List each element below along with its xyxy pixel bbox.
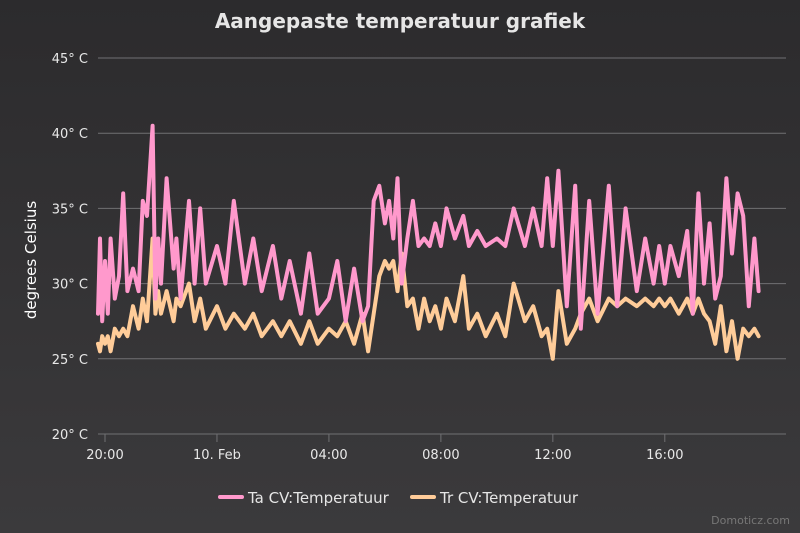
credit-link[interactable]: Domoticz.com (711, 514, 790, 527)
legend-item-tr[interactable]: Tr CV:Temperatuur (410, 489, 579, 507)
legend-label: Ta CV:Temperatuur (247, 489, 390, 507)
y-tick-label: 45° C (52, 52, 88, 67)
x-tick-label: 20:00 (86, 448, 123, 463)
y-axis-label: degrees Celsius (22, 201, 40, 320)
series-layer (96, 123, 761, 361)
x-axis-ticks: 20:00 10. Feb 04:00 08:00 12:00 16:00 (86, 434, 684, 463)
y-axis-ticks: 20° C 25° C 30° C 35° C 40° C 45° C (52, 52, 88, 443)
x-tick-label: 04:00 (310, 448, 347, 463)
legend-label: Tr CV:Temperatuur (439, 489, 579, 507)
y-tick-label: 40° C (52, 127, 88, 142)
y-tick-label: 35° C (52, 202, 88, 217)
x-tick-label: 12:00 (534, 448, 571, 463)
x-tick-label: 10. Feb (193, 448, 241, 463)
y-tick-label: 25° C (52, 353, 88, 368)
x-tick-label: 08:00 (422, 448, 459, 463)
x-tick-label: 16:00 (646, 448, 683, 463)
series-line-ta (96, 123, 761, 331)
legend-item-ta[interactable]: Ta CV:Temperatuur (218, 489, 390, 507)
y-tick-label: 30° C (52, 278, 88, 293)
y-tick-label: 20° C (52, 428, 88, 443)
grid-lines (98, 57, 786, 435)
chart-title: Aangepaste temperatuur grafiek (215, 9, 586, 33)
series-line-tr (96, 236, 761, 361)
legend: Ta CV:Temperatuur Tr CV:Temperatuur (218, 489, 579, 507)
